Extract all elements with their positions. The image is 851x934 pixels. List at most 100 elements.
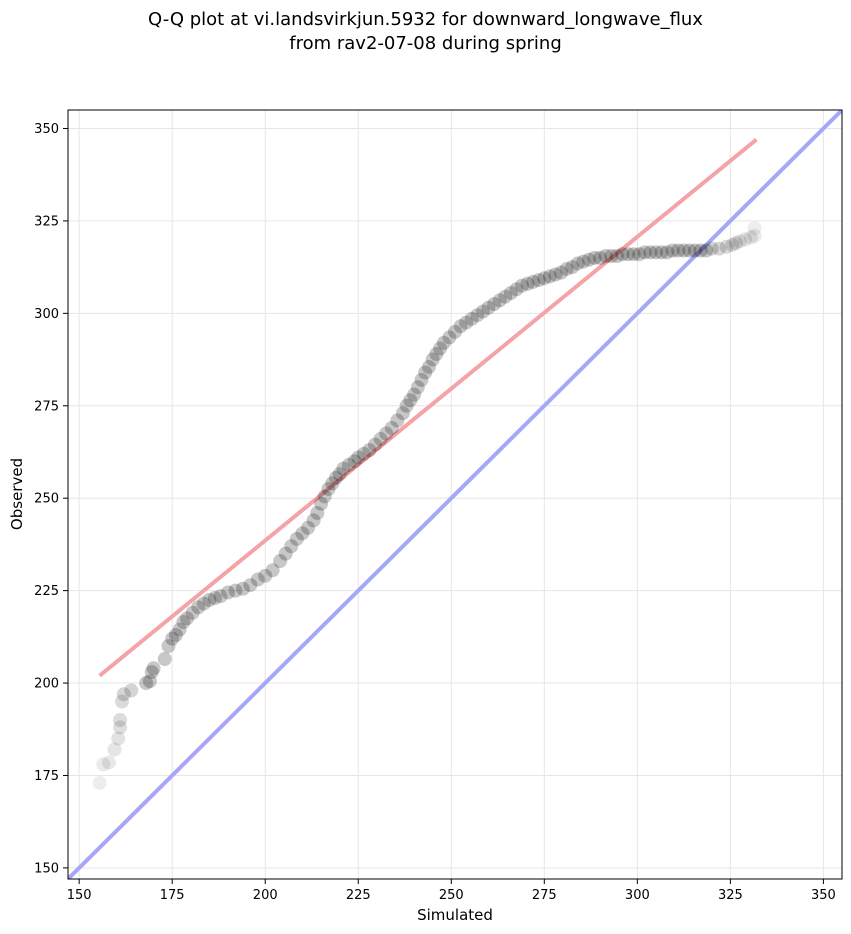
qq-point <box>373 432 388 447</box>
qq-point <box>265 563 280 578</box>
qq-point <box>554 265 569 280</box>
qq-point <box>442 330 457 345</box>
x-tick-label: 350 <box>811 888 836 903</box>
qq-point <box>743 230 758 245</box>
qq-point <box>475 304 490 319</box>
qq-point <box>747 228 762 243</box>
qq-point <box>459 315 474 330</box>
qq-point <box>414 372 429 387</box>
qq-point <box>643 245 658 260</box>
qq-point <box>665 243 680 258</box>
x-tick-label: 250 <box>439 888 464 903</box>
qq-point <box>399 398 414 413</box>
qq-point <box>351 450 366 465</box>
qq-point <box>278 546 293 561</box>
x-tick-label: 300 <box>625 888 650 903</box>
qq-point <box>604 249 619 264</box>
y-tick-label: 350 <box>34 122 59 137</box>
x-tick-label: 225 <box>346 888 371 903</box>
chart-title-line1: Q-Q plot at vi.landsvirkjun.5932 for dow… <box>148 9 703 30</box>
qq-point <box>347 454 362 469</box>
qq-point <box>273 554 288 569</box>
qq-point <box>180 611 195 626</box>
qq-point <box>514 278 529 293</box>
qq-point <box>732 234 747 249</box>
qq-point <box>113 720 128 735</box>
qq-point <box>487 297 502 312</box>
qq-point <box>693 243 708 258</box>
qq-point <box>470 308 485 323</box>
qq-point <box>367 437 382 452</box>
qq-point <box>609 249 624 264</box>
qq-point <box>390 413 405 428</box>
qq-point <box>433 341 448 356</box>
qq-point <box>407 387 422 402</box>
qq-point <box>168 627 183 642</box>
qq-point <box>116 687 131 702</box>
qq-point <box>213 589 228 604</box>
y-tick-label: 200 <box>34 677 59 692</box>
qq-point <box>537 271 552 286</box>
reference-lines <box>68 110 842 879</box>
qq-point <box>221 585 236 600</box>
qq-point <box>321 481 336 496</box>
identity-line <box>68 110 842 879</box>
qq-point <box>250 572 265 587</box>
qq-point <box>191 600 206 615</box>
qq-point <box>379 426 394 441</box>
qq-point <box>289 531 304 546</box>
qq-point <box>301 520 316 535</box>
qq-point <box>542 269 557 284</box>
qq-point <box>228 583 243 598</box>
qq-point <box>124 683 139 698</box>
x-tick-label: 175 <box>160 888 185 903</box>
qq-point <box>531 273 546 288</box>
qq-point <box>570 256 585 271</box>
qq-point <box>92 775 107 790</box>
qq-point <box>362 443 377 458</box>
x-axis-label: Simulated <box>417 906 493 924</box>
qq-point <box>384 420 399 435</box>
qq-point <box>284 539 299 554</box>
qq-point <box>207 591 222 606</box>
y-tick-label: 225 <box>34 584 59 599</box>
qq-point <box>738 232 753 247</box>
qq-point <box>196 596 211 611</box>
chart-title-line2: from rav2-07-08 during spring <box>289 33 562 54</box>
qq-point <box>114 694 129 709</box>
qq-point <box>202 592 217 607</box>
qq-point <box>176 615 191 630</box>
qq-point <box>719 239 734 254</box>
qq-point <box>453 319 468 334</box>
qq-point <box>503 286 518 301</box>
qq-point <box>258 568 273 583</box>
qq-point <box>688 243 703 258</box>
fit-line <box>98 138 758 678</box>
qq-point <box>425 352 440 367</box>
qq-point <box>498 289 513 304</box>
qq-point <box>593 250 608 265</box>
x-tick-label: 325 <box>718 888 743 903</box>
qq-point <box>235 581 250 596</box>
qq-point <box>648 245 663 260</box>
qq-points <box>92 221 762 790</box>
qq-point <box>704 241 719 256</box>
y-tick-label: 325 <box>34 214 59 229</box>
qq-point <box>598 249 613 264</box>
y-tick-label: 300 <box>34 307 59 322</box>
qq-point <box>725 237 740 252</box>
qq-point <box>310 505 325 520</box>
qq-point <box>747 221 762 236</box>
qq-point <box>96 757 111 772</box>
qq-point <box>165 631 180 646</box>
qq-point <box>509 282 524 297</box>
qq-point <box>587 250 602 265</box>
qq-point <box>712 241 727 256</box>
qq-point <box>615 247 630 262</box>
qq-point <box>728 236 743 251</box>
qq-point <box>654 245 669 260</box>
qq-point <box>671 243 686 258</box>
qq-point <box>626 247 641 262</box>
qq-point <box>336 461 351 476</box>
